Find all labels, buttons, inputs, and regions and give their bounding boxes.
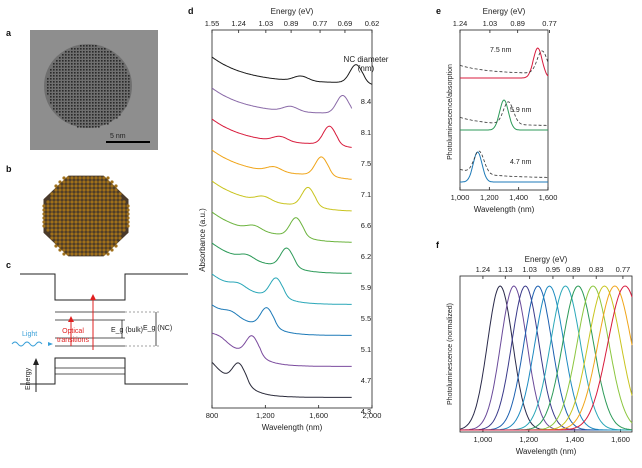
absorption-curve <box>459 150 548 178</box>
size-label: 7.5 nm <box>490 47 512 54</box>
chart-e: 1,000 1,200 1,400 1,600 1.24 1.03 0.89 0.77 Ener… <box>447 7 557 214</box>
absorbance-curve-8.4 <box>211 56 373 85</box>
nanocrystal-particle <box>44 44 132 128</box>
x-tick-label: 1,600 <box>309 411 328 420</box>
top-tick-label: 1.03 <box>259 19 274 28</box>
top-tick-label: 1.03 <box>483 19 498 28</box>
diameter-label: 8.4 <box>361 97 371 106</box>
top-tick-label: 0.95 <box>546 265 561 274</box>
pl-curve <box>460 47 549 79</box>
top-tick-label: 0.83 <box>589 265 604 274</box>
top-tick-label: 1.13 <box>498 265 513 274</box>
optical-transitions-label: Optical transitions <box>57 328 89 344</box>
top-tick-label: 1.24 <box>231 19 246 28</box>
x-tick-label: 1,600 <box>611 435 630 444</box>
x-tick-label: 1,000 <box>474 435 493 444</box>
top-axis-label: Energy (eV) <box>483 7 526 16</box>
x-tick-label: 1,400 <box>509 193 528 202</box>
top-tick-label: 1.55 <box>205 19 220 28</box>
x-tick-label: 1,000 <box>451 193 470 202</box>
panel-label-c: c <box>6 260 11 270</box>
top-tick-label: 0.69 <box>338 19 353 28</box>
diameter-label: 7.1 <box>361 190 371 199</box>
nanocrystal-model <box>42 175 130 257</box>
diameter-label: 4.3 <box>361 407 371 416</box>
nanocrystal-body <box>43 175 129 257</box>
legend-title: NC diameter (nm) <box>344 55 389 73</box>
absorbance-curve-4.7 <box>211 332 352 367</box>
absorbance-curve-6.2 <box>211 211 352 243</box>
absorbance-curve-4.3 <box>211 361 352 398</box>
scale-bar-label: 5 nm <box>110 133 126 140</box>
top-tick-label: 0.89 <box>566 265 581 274</box>
x-tick-label: 2,000 <box>363 411 382 420</box>
pl-curve <box>460 99 548 131</box>
top-tick-label: 1.24 <box>453 19 468 28</box>
top-axis-label: Energy (eV) <box>525 255 568 264</box>
x-tick-label: 800 <box>206 411 219 420</box>
y-axis-label: Photoluminescence (normalized) <box>447 303 454 405</box>
panel-label-d: d <box>188 6 194 16</box>
diameter-label: 5.1 <box>361 345 371 354</box>
absorbance-curve-6.6 <box>211 180 352 212</box>
size-label: 4.7 nm <box>510 159 532 166</box>
x-tick-label: 1,200 <box>480 193 499 202</box>
x-axis-label: Wavelength (nm) <box>516 447 577 456</box>
plot-frame <box>459 275 633 433</box>
diameter-label: 4.7 <box>361 376 371 385</box>
diameter-label: 5.9 <box>361 283 371 292</box>
absorbance-curve-8.1 <box>211 87 353 114</box>
x-axis-label: Wavelength (nm) <box>474 205 535 214</box>
diameter-label: 6.2 <box>361 252 371 261</box>
eg-bulk-label: E_g (bulk) <box>111 327 143 334</box>
top-tick-label: 0.62 <box>365 19 380 28</box>
energy-diagram <box>11 273 188 392</box>
diameter-label: 6.6 <box>361 221 371 230</box>
diameter-label: 8.1 <box>361 128 371 137</box>
panel-label-a: a <box>6 28 12 38</box>
top-tick-label: 0.77 <box>616 265 631 274</box>
panel-label-e: e <box>436 6 441 16</box>
y-axis-label: Photoluminescence/absorption <box>447 64 454 160</box>
chart-d: 800 1,200 1,600 2,000 1.55 1.24 1.03 0.89 0.77 0.… <box>198 7 389 432</box>
top-tick-label: 1.03 <box>522 265 537 274</box>
x-axis-label: Wavelength (nm) <box>262 423 323 432</box>
top-tick-label: 0.77 <box>542 19 557 28</box>
absorbance-curve-5.5 <box>211 273 352 305</box>
top-tick-label: 0.77 <box>313 19 328 28</box>
pl-curve <box>460 285 632 431</box>
top-axis-label: Energy (eV) <box>271 7 314 16</box>
diameter-label: 5.5 <box>361 314 371 323</box>
absorption-curve <box>459 101 548 126</box>
pl-curve <box>460 285 633 431</box>
x-tick-label: 1,600 <box>539 193 558 202</box>
size-label: 5.9 nm <box>510 107 532 114</box>
light-label: Light <box>22 331 37 338</box>
plot-frame <box>459 29 549 191</box>
chart-f: 1,000 1,200 1,400 1,600 1.24 1.13 1.03 0.95 0.89… <box>447 255 633 456</box>
x-tick-label: 1,200 <box>519 435 538 444</box>
energy-axis-label: Energy <box>25 367 32 390</box>
plot-frame <box>211 29 373 409</box>
x-tick-label: 1,400 <box>565 435 584 444</box>
top-tick-label: 0.89 <box>284 19 299 28</box>
top-tick-label: 1.24 <box>476 265 491 274</box>
absorbance-curve-7.5 <box>211 118 352 148</box>
absorption-curve <box>459 50 549 74</box>
x-tick-label: 1,200 <box>256 411 275 420</box>
top-tick-label: 0.89 <box>510 19 525 28</box>
absorbance-curve-5.1 <box>211 304 352 336</box>
tem-image <box>44 44 132 128</box>
absorbance-curve-5.9 <box>211 242 352 274</box>
panel-label-b: b <box>6 164 12 174</box>
absorbance-curve-7.1 <box>211 149 352 180</box>
y-axis-label: Absorbance (a.u.) <box>198 208 207 272</box>
eg-nc-label: E_g (NC) <box>143 325 172 332</box>
panel-label-f: f <box>436 240 440 250</box>
diameter-label: 7.5 <box>361 159 371 168</box>
